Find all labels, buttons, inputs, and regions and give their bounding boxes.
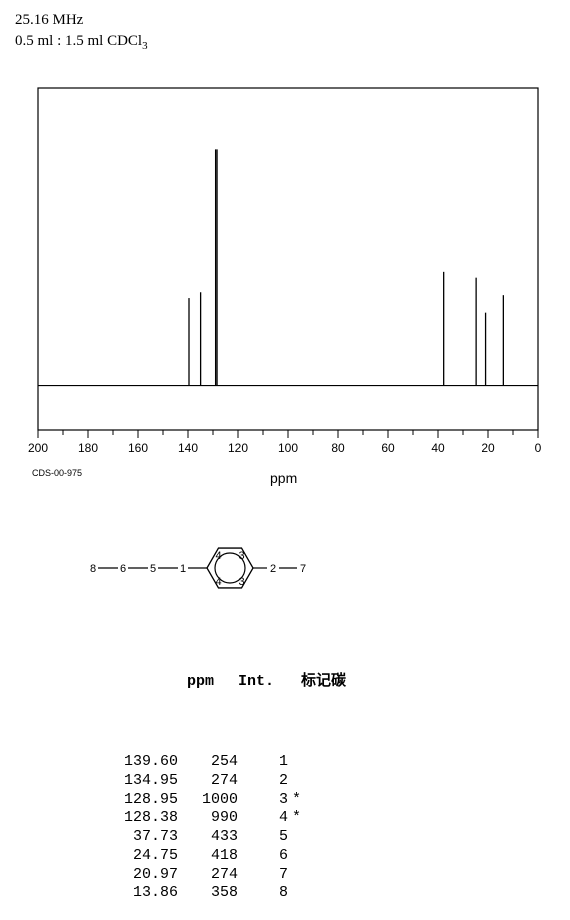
cell-int: 274 <box>178 866 238 885</box>
cell-ppm: 37.73 <box>100 828 178 847</box>
cell-ppm: 13.86 <box>100 884 178 903</box>
freq-line: 25.16 MHz <box>15 10 148 31</box>
cell-mark: 3 <box>238 791 288 810</box>
svg-text:4: 4 <box>215 550 221 562</box>
data-table: ppmInt. 标记碳 139.602541134.952742128.9510… <box>100 618 346 920</box>
svg-text:60: 60 <box>381 441 395 455</box>
cell-star: * <box>288 791 310 810</box>
col-mark: 标记碳 <box>301 673 346 689</box>
cell-int: 418 <box>178 847 238 866</box>
molecule-structure: 8 6 5 1 4 3 4 3 2 7 <box>85 528 315 606</box>
table-row: 13.863588 <box>100 884 346 903</box>
svg-text:7: 7 <box>300 563 306 575</box>
cell-mark: 5 <box>238 828 288 847</box>
table-row: 128.389904* <box>100 809 346 828</box>
solvent-line: 0.5 ml : 1.5 ml CDCl3 <box>15 31 148 54</box>
svg-text:120: 120 <box>228 441 248 455</box>
solvent-sub: 3 <box>142 40 148 52</box>
svg-text:3: 3 <box>238 550 244 562</box>
cell-mark: 6 <box>238 847 288 866</box>
svg-text:5: 5 <box>150 563 156 575</box>
svg-text:140: 140 <box>178 441 198 455</box>
svg-text:180: 180 <box>78 441 98 455</box>
table-row: 139.602541 <box>100 753 346 772</box>
cell-ppm: 128.38 <box>100 809 178 828</box>
table-header: ppmInt. 标记碳 <box>100 652 346 707</box>
svg-text:100: 100 <box>278 441 298 455</box>
x-axis-label: ppm <box>270 470 297 486</box>
svg-text:1: 1 <box>180 563 186 575</box>
table-row: 20.972747 <box>100 866 346 885</box>
cell-ppm: 139.60 <box>100 753 178 772</box>
cell-ppm: 20.97 <box>100 866 178 885</box>
cell-int: 254 <box>178 753 238 772</box>
svg-text:6: 6 <box>120 563 126 575</box>
col-ppm: ppm <box>136 673 214 690</box>
cell-int: 274 <box>178 772 238 791</box>
cell-int: 358 <box>178 884 238 903</box>
cell-int: 990 <box>178 809 238 828</box>
svg-text:40: 40 <box>431 441 445 455</box>
cell-star: * <box>288 809 310 828</box>
cell-mark: 4 <box>238 809 288 828</box>
svg-text:20: 20 <box>481 441 495 455</box>
cell-mark: 2 <box>238 772 288 791</box>
cell-int: 433 <box>178 828 238 847</box>
table-row: 37.734335 <box>100 828 346 847</box>
svg-text:8: 8 <box>90 563 96 575</box>
cell-mark: 8 <box>238 884 288 903</box>
svg-text:200: 200 <box>28 441 48 455</box>
svg-text:160: 160 <box>128 441 148 455</box>
cell-ppm: 128.95 <box>100 791 178 810</box>
nmr-spectrum: 200180160140120100806040200 <box>28 80 548 455</box>
header-block: 25.16 MHz 0.5 ml : 1.5 ml CDCl3 <box>15 10 148 54</box>
svg-text:0: 0 <box>535 441 542 455</box>
cell-ppm: 24.75 <box>100 847 178 866</box>
cell-mark: 1 <box>238 753 288 772</box>
table-body: 139.602541134.952742128.9510003*128.3899… <box>100 753 346 903</box>
table-row: 24.754186 <box>100 847 346 866</box>
cell-ppm: 134.95 <box>100 772 178 791</box>
svg-text:2: 2 <box>270 563 276 575</box>
col-int: Int. <box>214 673 274 690</box>
cell-int: 1000 <box>178 791 238 810</box>
table-row: 134.952742 <box>100 772 346 791</box>
svg-text:80: 80 <box>331 441 345 455</box>
svg-text:4: 4 <box>215 576 221 588</box>
solvent-pre: 0.5 ml : 1.5 ml CDCl <box>15 33 142 49</box>
svg-text:3: 3 <box>238 576 244 588</box>
cds-label: CDS-00-975 <box>32 468 82 478</box>
cell-mark: 7 <box>238 866 288 885</box>
table-row: 128.9510003* <box>100 791 346 810</box>
